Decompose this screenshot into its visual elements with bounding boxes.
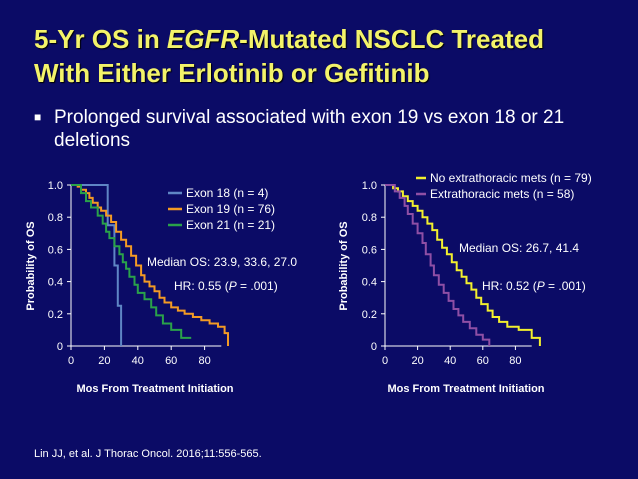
x-tick-label: 0: [382, 355, 388, 367]
citation: Lin JJ, et al. J Thorac Oncol. 2016;11:5…: [34, 448, 262, 460]
y-tick-label: 0: [57, 341, 63, 353]
legend-label: Exon 18 (n = 4): [186, 186, 268, 200]
x-tick-label: 20: [98, 355, 110, 367]
y-tick-label: 1.0: [48, 180, 63, 192]
bullet-text: Prolonged survival associated with exon …: [54, 107, 565, 151]
km-chart-1: 0 0.2 0.4 0.6 0.8 1.0 0 20 40 60 80 Mos From Treatm…: [25, 180, 297, 395]
title-line-2: With Either Erlotinib or Gefitinib: [34, 58, 430, 88]
x-tick-label: 80: [198, 355, 210, 367]
series-line-2: [71, 184, 229, 346]
km-chart-2: 0 0.2 0.4 0.6 0.8 1.0 0 20 40 60 80 Mos From Treatm…: [338, 171, 592, 395]
x-tick-label: 40: [132, 355, 144, 367]
slide-title: 5-Yr OS in EGFR-Mutated NSCLC Treated Wi…: [34, 22, 624, 90]
legend-label: No extrathoracic mets (n = 79): [430, 171, 592, 185]
x-tick-label: 20: [411, 355, 423, 367]
y-tick-label: 0.2: [48, 309, 63, 321]
series-line-2: [385, 184, 491, 346]
median-os-annotation: Median OS: 23.9, 33.6, 27.0: [147, 255, 297, 269]
y-tick-label: 0: [371, 341, 377, 353]
x-axis-label: Mos From Treatment Initiation: [76, 383, 233, 395]
x-tick-label: 60: [165, 355, 177, 367]
y-tick-label: 1.0: [362, 180, 377, 192]
legend-label: Extrathoracic mets (n = 58): [430, 187, 574, 201]
y-tick-label: 0.6: [362, 244, 377, 256]
series-line-1: [71, 184, 123, 346]
x-axis-label: Mos From Treatment Initiation: [387, 383, 544, 395]
x-tick-label: 60: [477, 355, 489, 367]
legend-label: Exon 21 (n = 21): [186, 218, 275, 232]
median-os-annotation: Median OS: 26.7, 41.4: [459, 241, 579, 255]
title-line-1: 5-Yr OS in EGFR-Mutated NSCLC Treated: [34, 22, 624, 56]
x-tick-label: 80: [509, 355, 521, 367]
hazard-ratio-annotation: HR: 0.55 (P = .001): [174, 279, 278, 293]
y-tick-label: 0.8: [48, 212, 63, 224]
x-tick-label: 40: [444, 355, 456, 367]
y-tick-label: 0.8: [362, 212, 377, 224]
bullet-point: ■ Prolonged survival associated with exo…: [34, 106, 624, 152]
series-line-3: [71, 184, 192, 339]
x-tick-label: 0: [68, 355, 74, 367]
title-line-1-end: -Mutated NSCLC Treated: [239, 24, 544, 54]
y-tick-label: 0.6: [48, 244, 63, 256]
y-tick-label: 0.4: [48, 277, 63, 289]
y-tick-label: 0.4: [362, 277, 377, 289]
bullet-square-icon: ■: [34, 110, 42, 124]
y-axis-label: Probability of OS: [25, 221, 37, 310]
y-tick-label: 0.2: [362, 309, 377, 321]
title-gene-name: EGFR: [166, 24, 240, 54]
y-axis-label: Probability of OS: [338, 221, 350, 310]
legend-label: Exon 19 (n = 76): [186, 202, 275, 216]
series-line-1: [385, 184, 541, 346]
title-line-1-start: 5-Yr OS in: [34, 24, 167, 54]
hazard-ratio-annotation: HR: 0.52 (P = .001): [482, 279, 586, 293]
